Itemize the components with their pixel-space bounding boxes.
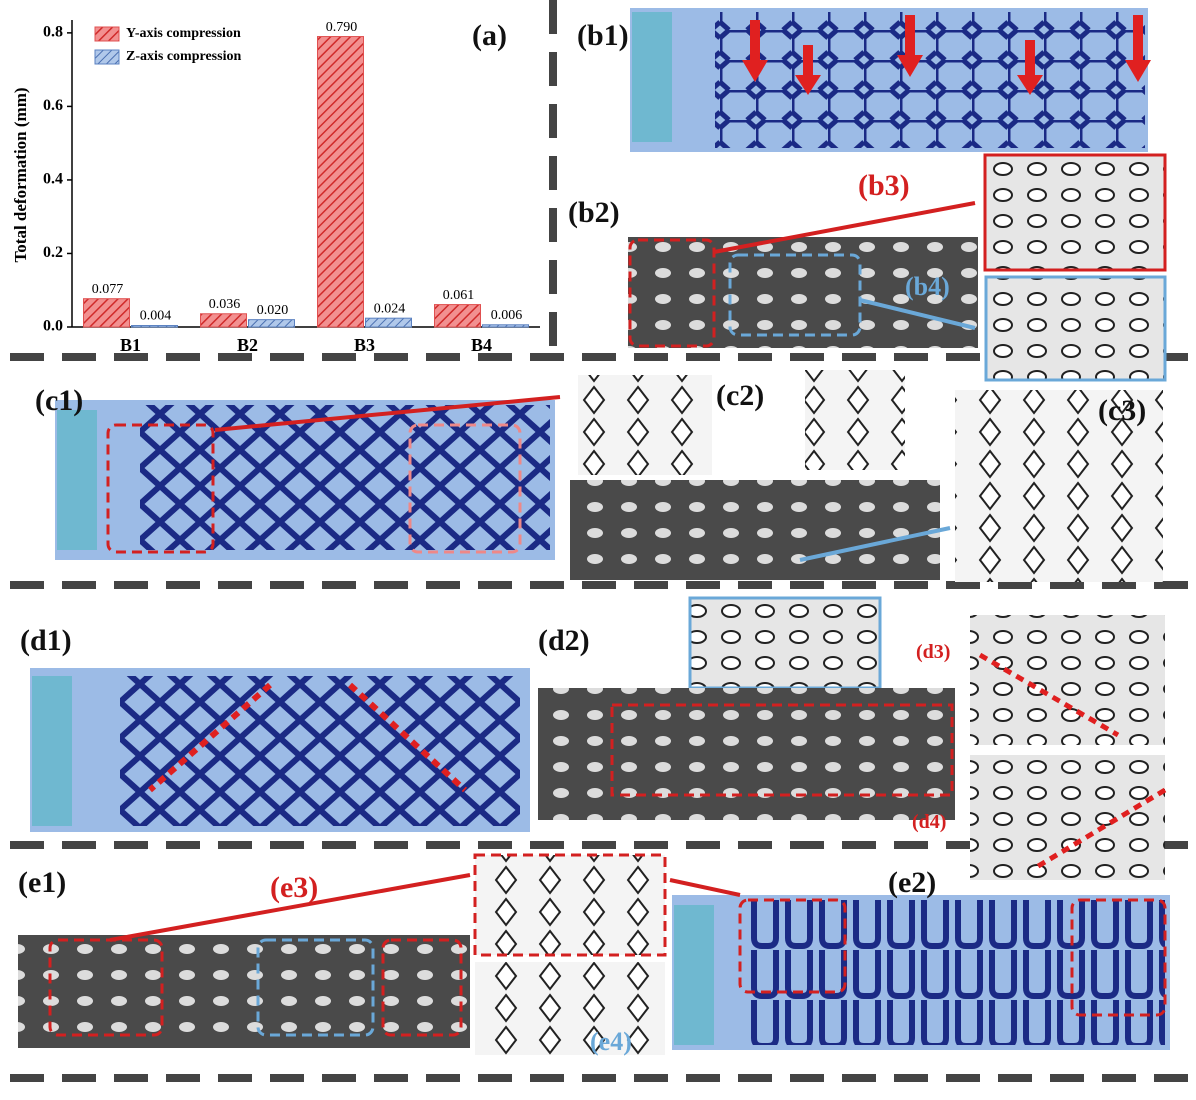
panel-label: (a) <box>472 19 507 52</box>
panel-label: (b3) <box>858 169 910 202</box>
zoom-image <box>473 853 667 957</box>
value-label: 0.024 <box>374 301 406 316</box>
bar <box>248 319 295 328</box>
bar <box>83 298 130 328</box>
x-tick-label: B4 <box>471 335 492 355</box>
zoom-box <box>1070 898 1167 1017</box>
value-label: 0.077 <box>92 282 124 297</box>
arrow <box>859 298 976 330</box>
arrow <box>978 652 1167 871</box>
arrow <box>669 878 741 897</box>
zoom-image <box>578 375 712 475</box>
value-label: 0.004 <box>140 309 172 324</box>
bar <box>200 313 247 328</box>
y-tick-label: 0.4 <box>43 171 63 188</box>
zoom-image <box>970 755 1165 880</box>
panel-label: (e3) <box>270 871 318 904</box>
bar <box>365 317 412 328</box>
colorbar <box>632 12 672 142</box>
panel-label: (e2) <box>888 866 936 899</box>
zoom-box <box>408 423 522 554</box>
panel-label: (c3) <box>1098 394 1146 427</box>
zoom-box <box>738 898 847 994</box>
arrow <box>214 395 561 432</box>
value-label: 0.036 <box>209 297 241 312</box>
arrow <box>109 873 471 942</box>
value-label: 0.790 <box>326 20 358 35</box>
panel-label: (d2) <box>538 624 590 657</box>
load-arrows <box>742 15 1151 95</box>
panel-label: (d4) <box>912 811 946 833</box>
panel-label: (b2) <box>568 196 620 229</box>
panel-label: (d3) <box>916 641 950 663</box>
zoom-box <box>728 253 862 337</box>
bar <box>317 36 364 328</box>
zoom-box <box>381 938 463 1037</box>
panel-label: (c2) <box>716 379 764 412</box>
zoom-image <box>983 153 1167 272</box>
y-tick-label: 0.6 <box>43 97 63 114</box>
zoom-image <box>805 370 905 470</box>
colorbar <box>32 676 72 826</box>
legend-swatch <box>94 26 120 42</box>
panel-label: (d1) <box>20 624 72 657</box>
panel-label: (b1) <box>577 19 629 52</box>
photo <box>570 480 940 580</box>
bar <box>482 324 529 328</box>
y-tick-label: 0.8 <box>43 24 63 41</box>
zoom-box <box>256 938 375 1037</box>
y-tick-label: 0.2 <box>43 244 63 261</box>
arrow <box>713 201 976 254</box>
x-tick-label: B2 <box>237 335 258 355</box>
zoom-image <box>475 962 665 1055</box>
zoom-image <box>984 275 1167 382</box>
panel-label: (e1) <box>18 866 66 899</box>
arrow <box>148 682 468 793</box>
arrow <box>799 526 951 562</box>
bar <box>131 325 178 328</box>
legend-label: Y-axis compression <box>126 26 241 41</box>
photo <box>18 935 470 1048</box>
bar <box>434 304 481 328</box>
panel-label: (c1) <box>35 384 83 417</box>
zoom-image <box>955 390 1163 582</box>
zoom-image <box>688 596 882 690</box>
panel-label: (e4) <box>590 1027 632 1056</box>
zoom-box <box>48 938 164 1037</box>
colorbar <box>57 410 97 550</box>
zoom-image <box>970 615 1165 745</box>
lattice <box>750 900 1165 1045</box>
legend-label: Z-axis compression <box>126 49 241 64</box>
lattice <box>120 676 520 826</box>
value-label: 0.020 <box>257 303 289 318</box>
x-tick-label: B3 <box>354 335 375 355</box>
x-tick-label: B1 <box>120 335 141 355</box>
lattice <box>140 405 550 550</box>
lattice <box>715 12 1145 148</box>
panel-label: (b4) <box>905 272 950 301</box>
zoom-box <box>610 703 954 797</box>
legend-swatch <box>94 49 120 65</box>
zoom-box <box>628 238 716 348</box>
y-axis-title: Total deformation (mm) <box>11 87 30 262</box>
colorbar <box>674 905 714 1045</box>
photo <box>538 688 955 820</box>
value-label: 0.061 <box>443 288 475 303</box>
y-tick-label: 0.0 <box>43 318 63 335</box>
value-label: 0.006 <box>491 308 523 323</box>
